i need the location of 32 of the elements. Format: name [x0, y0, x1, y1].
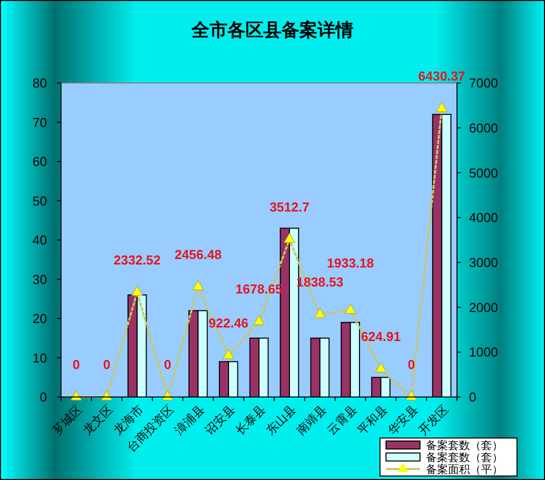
y-tick-label: 70	[32, 114, 47, 130]
y2-tick-label: 3000	[469, 254, 498, 270]
data-label: 3512.7	[270, 199, 310, 214]
y-tick-label: 20	[32, 311, 47, 326]
y2-tick-label: 2000	[469, 300, 498, 315]
y-tick-label: 60	[32, 154, 47, 170]
y-tick-label: 30	[32, 272, 47, 287]
y2-tick-label: 0	[469, 390, 476, 405]
data-label: 0	[408, 357, 415, 372]
legend-label: 备案面积（平）	[426, 462, 503, 476]
data-label: 624.91	[360, 328, 401, 344]
data-label: 922.46	[208, 316, 248, 331]
data-label: 0	[72, 357, 80, 372]
data-label: 2456.48	[174, 246, 222, 262]
y2-tick-label: 1000	[469, 344, 498, 360]
y-tick-label: 40	[32, 232, 47, 248]
y2-tick-label: 6000	[469, 120, 498, 136]
legend-label: 备案套数（套）	[426, 450, 503, 464]
y2-tick-label: 7000	[469, 76, 498, 91]
y2-tick-label: 4000	[469, 210, 498, 226]
data-label: 2332.52	[114, 252, 161, 268]
y-tick-label: 0	[40, 390, 47, 405]
data-label: 6430.37	[418, 68, 466, 84]
data-label: 1933.18	[326, 255, 374, 270]
y-tick-label: 10	[32, 350, 47, 366]
y-tick-label: 50	[32, 193, 47, 208]
data-label: 0	[103, 357, 110, 372]
data-label: 0	[164, 357, 172, 372]
legend-label: 备案套数（套）	[426, 438, 503, 452]
y-tick-label: 80	[32, 76, 47, 91]
y2-tick-label: 5000	[469, 165, 498, 180]
chart-title: 全市各区县备案详情	[190, 20, 354, 40]
